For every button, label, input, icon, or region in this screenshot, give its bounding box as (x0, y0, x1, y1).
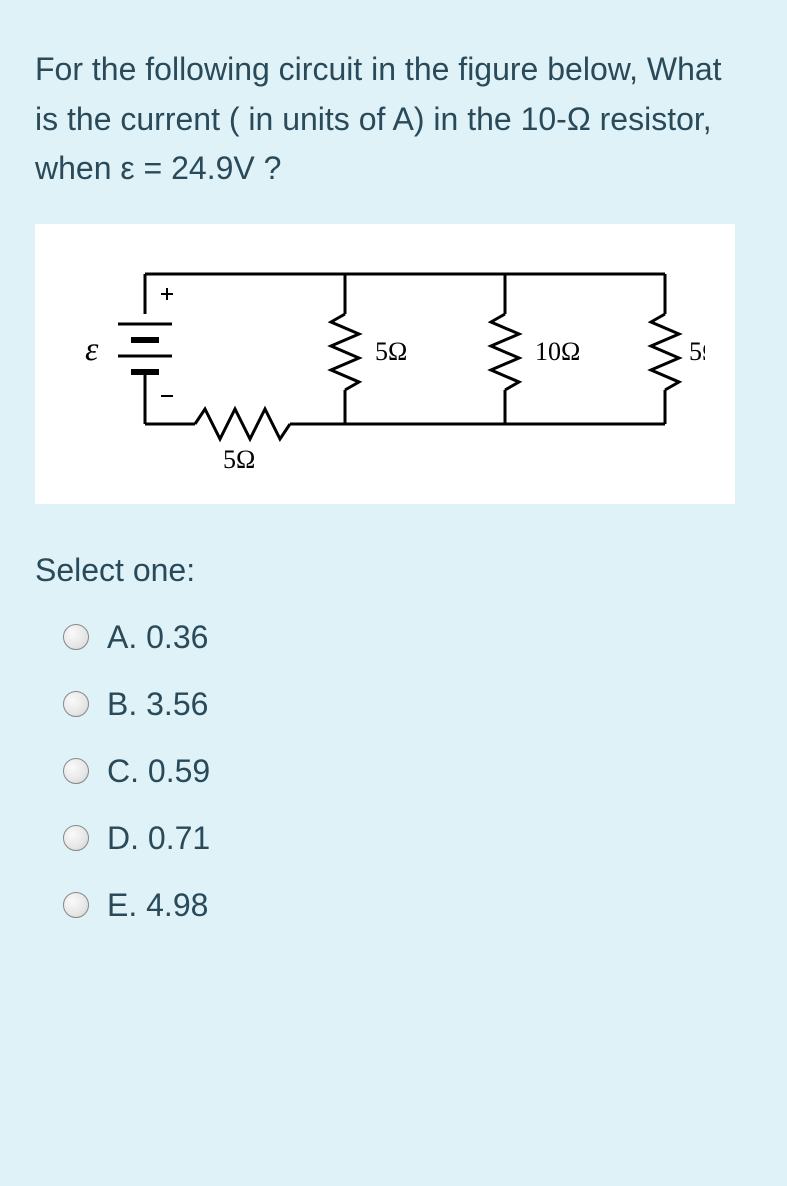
resistor-label-p1: 5Ω (375, 337, 407, 366)
option-label: B. 3.56 (107, 686, 208, 723)
option-label: E. 4.98 (107, 887, 208, 924)
option-label: D. 0.71 (107, 820, 210, 857)
option-label: C. 0.59 (107, 753, 210, 790)
option-a[interactable]: A. 0.36 (63, 619, 752, 656)
radio-icon (63, 758, 89, 784)
radio-icon (63, 892, 89, 918)
option-label: A. 0.36 (107, 619, 208, 656)
option-c[interactable]: C. 0.59 (63, 753, 752, 790)
option-d[interactable]: D. 0.71 (63, 820, 752, 857)
radio-icon (63, 825, 89, 851)
option-e[interactable]: E. 4.98 (63, 887, 752, 924)
radio-icon (63, 624, 89, 650)
select-one-label: Select one: (35, 552, 752, 589)
options-list: A. 0.36 B. 3.56 C. 0.59 D. 0.71 E. 4.98 (35, 619, 752, 924)
circuit-figure: ε 5Ω 10Ω 5Ω 5Ω (35, 224, 735, 504)
question-text: For the following circuit in the figure … (35, 45, 752, 194)
radio-icon (63, 691, 89, 717)
resistor-label-p3: 5Ω (689, 337, 705, 366)
emf-label: ε (85, 331, 99, 368)
option-b[interactable]: B. 3.56 (63, 686, 752, 723)
resistor-label-p2: 10Ω (535, 337, 580, 366)
circuit-svg: ε 5Ω 10Ω 5Ω 5Ω (55, 244, 705, 484)
resistor-label-series: 5Ω (223, 445, 255, 474)
